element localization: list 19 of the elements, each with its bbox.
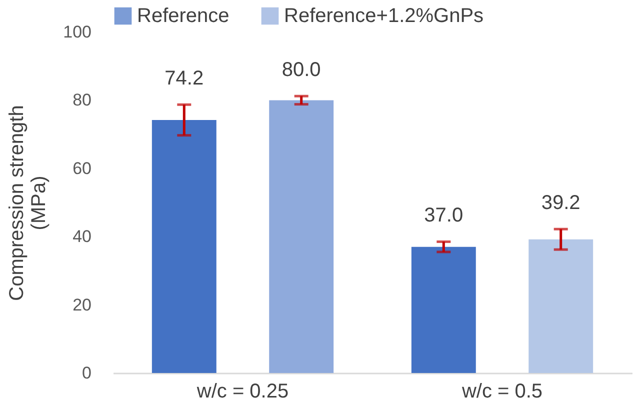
bar (152, 120, 216, 373)
bar (411, 246, 476, 373)
legend-label: Reference+1.2%GnPs (284, 5, 484, 27)
y-tick-label: 80 (72, 90, 92, 110)
x-tick-label: w/c = 0.5 (460, 380, 543, 402)
y-tick-label: 0 (82, 364, 92, 382)
data-label: 80.0 (282, 59, 321, 82)
data-label: 39.2 (541, 192, 580, 214)
y-tick-label: 60 (72, 158, 92, 178)
bar (528, 239, 594, 373)
data-label: 37.0 (424, 204, 464, 227)
legend-label: Reference (137, 5, 230, 27)
bar (269, 100, 334, 373)
data-label: 74.2 (164, 68, 204, 90)
y-tick-label: 20 (72, 295, 92, 314)
y-tick-label: 40 (72, 227, 92, 246)
y-tick-label: 100 (63, 22, 92, 42)
y-axis-title: Compression strength (MPa) (6, 105, 50, 301)
x-tick-label: w/c = 0.25 (196, 380, 289, 402)
